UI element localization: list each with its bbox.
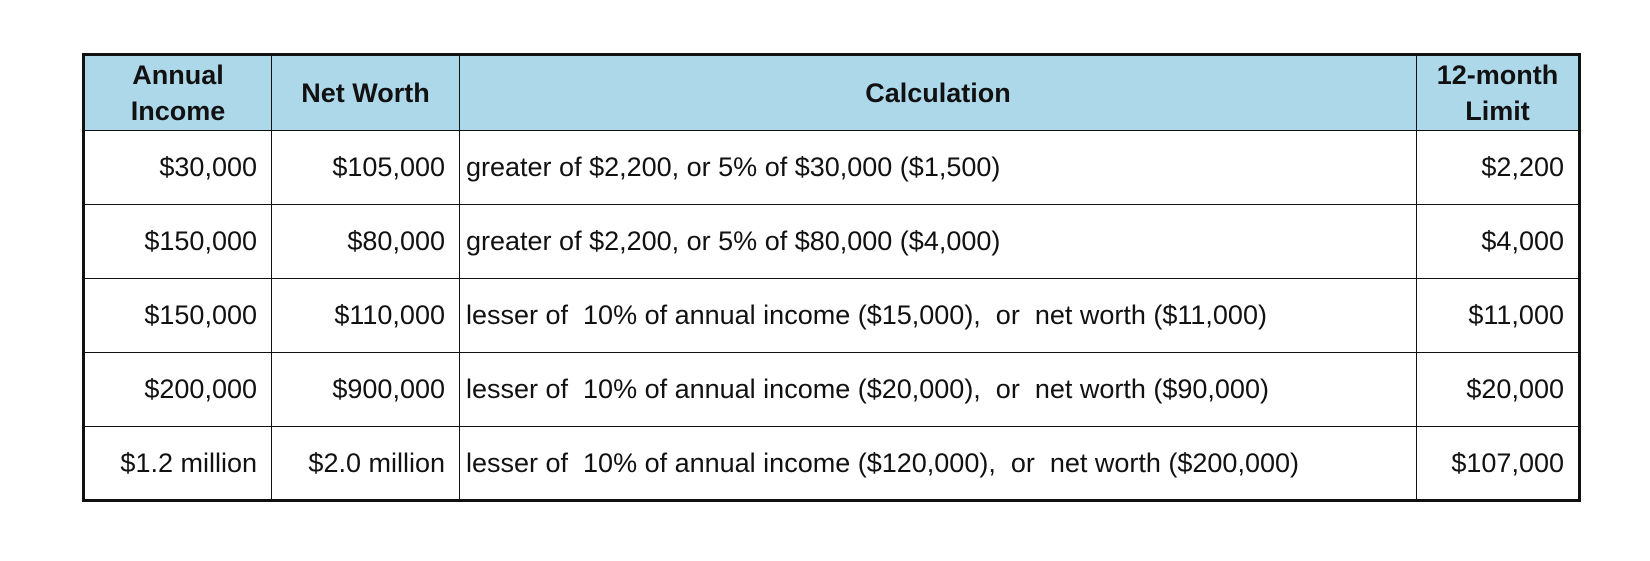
cell-annual-income: $1.2 million [83,426,272,501]
header-row: Annual Income Net Worth Calculation 12-m… [83,54,1580,131]
cell-12-month-limit: $2,200 [1416,130,1580,205]
cell-annual-income: $200,000 [83,352,272,427]
cell-calculation: lesser of 10% of annual income ($20,000)… [459,352,1417,427]
cell-annual-income: $30,000 [83,130,272,205]
header-limit-line-2: Limit [1465,96,1530,126]
cell-calculation: greater of $2,200, or 5% of $80,000 ($4,… [459,204,1417,279]
header-calculation: Calculation [459,54,1417,131]
table-row: $150,000 $110,000 lesser of 10% of annua… [83,278,1580,353]
header-calculation-label: Calculation [865,78,1011,108]
cell-calculation: lesser of 10% of annual income ($120,000… [459,426,1417,501]
cell-net-worth: $80,000 [271,204,460,279]
cell-net-worth: $900,000 [271,352,460,427]
header-annual-income-line-1: Annual [132,60,224,90]
header-limit-line-1: 12-month [1436,60,1559,90]
header-12-month-limit: 12-month Limit [1416,54,1580,131]
cell-calculation: greater of $2,200, or 5% of $30,000 ($1,… [459,130,1417,205]
table-row: $200,000 $900,000 lesser of 10% of annua… [83,352,1580,427]
cell-net-worth: $2.0 million [271,426,460,501]
header-annual-income-line-2: Income [130,96,226,126]
table-row: $30,000 $105,000 greater of $2,200, or 5… [83,130,1580,205]
cell-annual-income: $150,000 [83,204,272,279]
header-net-worth: Net Worth [271,54,460,131]
table-row: $150,000 $80,000 greater of $2,200, or 5… [83,204,1580,279]
table-row: $1.2 million $2.0 million lesser of 10% … [83,426,1580,501]
cell-net-worth: $110,000 [271,278,460,353]
cell-12-month-limit: $107,000 [1416,426,1580,501]
limit-table: Annual Income Net Worth Calculation 12-m… [82,53,1581,502]
cell-12-month-limit: $20,000 [1416,352,1580,427]
cell-12-month-limit: $4,000 [1416,204,1580,279]
cell-net-worth: $105,000 [271,130,460,205]
cell-annual-income: $150,000 [83,278,272,353]
cell-12-month-limit: $11,000 [1416,278,1580,353]
header-annual-income: Annual Income [83,54,272,131]
header-net-worth-label: Net Worth [301,78,430,108]
cell-calculation: lesser of 10% of annual income ($15,000)… [459,278,1417,353]
